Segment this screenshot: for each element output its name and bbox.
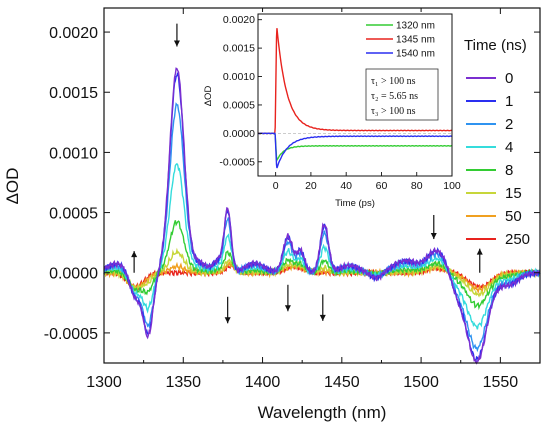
y-tick-label: 0.0015 [49,85,98,102]
y-axis-title: ΔOD [3,168,22,205]
tau-annotation-box: τ₁ > 100 ns τ₂ = 5.65 ns τ₃ > 100 ns [365,68,439,121]
inset-series-line-1345-nm [257,28,453,135]
inset-y-tick-label: 0.0020 [223,14,255,26]
x-tick-label: 1300 [86,374,122,391]
inset-x-tick-label: 20 [305,180,317,192]
legend-items: 0 1 2 4 8 15 50 250 [466,70,530,248]
inset-y-tick-label: 0.0010 [223,71,255,83]
x-tick-label: 1450 [324,374,360,391]
x-axis-ticks: 1300 1350 1400 1450 1500 1550 [86,8,518,391]
series-line-0ns [103,67,541,365]
legend-label-4: 4 [505,139,513,156]
legend-label-1: 1 [505,93,513,110]
inset-y-tick-label: 0.0015 [223,43,255,55]
y-tick-label: 0.0000 [49,266,98,283]
inset-series-line-1320-nm [257,132,453,162]
arrow-head [476,248,483,255]
x-axis-title: Wavelength (nm) [258,403,387,422]
arrow-head [131,251,138,258]
main-series-group [103,67,541,365]
inset-legend-label: 1320 nm [396,21,435,32]
inset-x-axis-ticks: 0 20 40 60 80 100 [273,172,461,192]
legend-label-15: 15 [505,185,522,202]
y-tick-label: 0.0020 [49,25,98,42]
inset-x-tick-label: 60 [376,180,388,192]
inset-x-tick-label: 80 [411,180,423,192]
legend-label-50: 50 [505,208,522,225]
inset-y-tick-label: 0.0000 [223,128,255,140]
arrow-head [224,317,231,324]
x-tick-label: 1500 [403,374,439,391]
y-tick-label: -0.0005 [44,326,98,343]
inset-y-tick-label: 0.0005 [223,99,255,111]
x-tick-label: 1550 [483,374,519,391]
inset-series-line-1540-nm [257,132,453,169]
y-tick-label: 0.0010 [49,145,98,162]
inset-y-axis-ticks: -0.0005 0.0000 0.0005 0.0010 0.0015 0.0020 [219,14,262,168]
inset-legend-label: 1540 nm [396,49,435,60]
inset-x-tick-label: 0 [273,180,279,192]
series-line-2ns [103,102,541,353]
inset-x-tick-label: 40 [340,180,352,192]
x-tick-label: 1350 [165,374,201,391]
main-plot: 1300 1350 1400 1450 1500 1550 -0.00050.00000.… [3,7,541,422]
inset-legend: 1320 nm 1345 nm 1540 nm [366,21,435,60]
legend: Time (ns) 0 1 2 4 8 15 50 250 [464,37,530,248]
arrow-head [319,314,326,321]
inset-x-tick-label: 100 [443,180,461,192]
x-tick-label: 1400 [245,374,281,391]
arrow-annotations [131,23,483,324]
arrow-head [173,40,180,47]
legend-title: Time (ns) [464,37,527,54]
legend-label-8: 8 [505,162,513,179]
inset-legend-label: 1345 nm [396,35,435,46]
inset-plot: 0 20 40 60 80 100 -0.0005 0.0000 0.0005 0.0010 0.… [203,12,461,209]
tau2-label: τ₂ = 5.65 ns [371,91,418,102]
series-line-8ns [103,220,541,311]
legend-label-250: 250 [505,231,530,248]
series-line-50ns [103,261,541,295]
legend-label-2: 2 [505,116,513,133]
inset-y-tick-label: -0.0005 [219,156,255,168]
inset-y-axis-title: ΔOD [203,86,214,107]
y-tick-label: 0.0005 [49,206,98,223]
inset-x-axis-title: Time (ps) [335,198,375,209]
arrow-head [430,233,437,240]
inset-series-group [257,28,453,169]
inset-plot-frame [257,13,453,177]
main-plot-frame [103,7,541,364]
tau3-label: τ₃ > 100 ns [371,106,416,117]
tau-box-frame [365,68,439,121]
series-line-15ns [103,247,541,298]
series-line-250ns [103,261,541,291]
arrow-head [284,305,291,312]
legend-label-0: 0 [505,70,513,87]
series-line-4ns [103,162,541,330]
tau1-label: τ₁ > 100 ns [371,76,416,87]
y-axis-ticks: -0.0005 0.0000 0.0005 0.0010 0.0015 0.0020 [44,25,540,343]
